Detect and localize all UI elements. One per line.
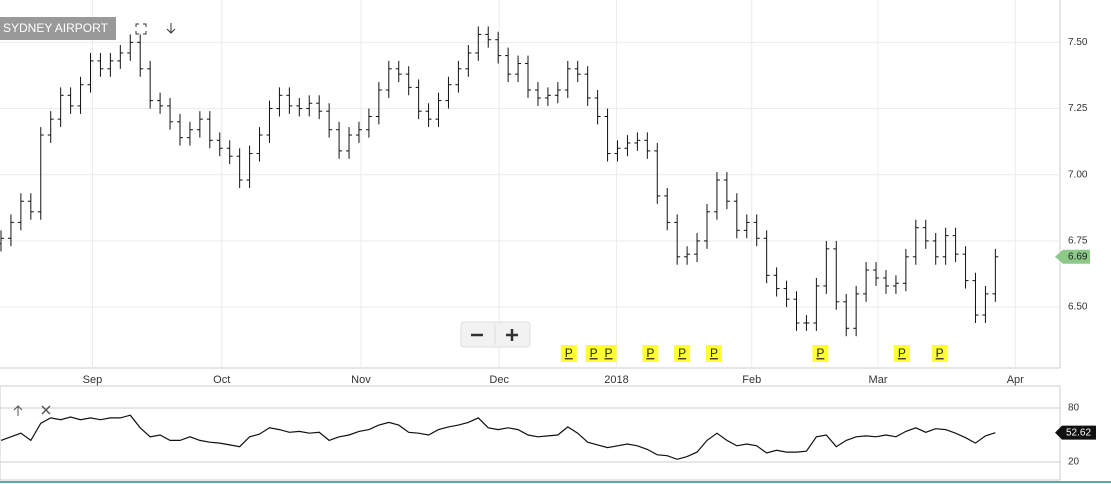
event-marker[interactable] [560,345,577,362]
event-label: P [898,346,906,360]
chart-title: SYDNEY AIRPORT [3,21,109,35]
rsi-line [0,414,996,460]
x-tick-label: Mar [869,374,888,386]
x-tick-label: Nov [351,374,371,386]
last-price-label: 6.69 [1068,251,1088,262]
y-tick-label: 80 [1068,403,1080,414]
x-tick-label: Dec [489,374,509,386]
y-tick-label: 7.00 [1068,169,1088,180]
close-icon[interactable] [41,405,51,415]
y-tick-label: 20 [1068,457,1080,468]
y-tick-label: 6.50 [1068,302,1088,313]
event-label: P [565,346,573,360]
event-marker[interactable] [812,345,829,362]
zoom-in[interactable] [506,329,518,341]
plot-layer: Sep Oct Nov Dec 2018 Feb Mar Apr 6.50 6.75 7.00 7.2… [0,0,1096,468]
move-up-icon[interactable] [13,405,23,416]
event-marker[interactable] [705,345,722,362]
title-box [0,17,116,40]
x-tick-label: Apr [1007,374,1024,386]
zoom-controls [460,321,531,348]
y-tick-label: 7.25 [1068,103,1088,114]
last-price-badge [1055,249,1090,264]
y-tick-label: 7.50 [1068,37,1088,48]
fullscreen-icon[interactable] [135,23,147,35]
x-tick-label: Feb [742,374,761,386]
y-tick-label: 6.75 [1068,236,1088,247]
last-rsi-label: 52.62 [1066,427,1091,438]
event-label: P [936,346,944,360]
event-marker[interactable] [642,345,659,362]
x-tick-label: Oct [213,374,230,386]
event-marker[interactable] [674,345,691,362]
x-tick-label: Sep [83,374,103,386]
event-label: P [678,346,686,360]
last-rsi-badge [1055,425,1096,440]
event-label: P [710,346,718,360]
event-marker[interactable] [600,345,617,362]
event-label: P [646,346,654,360]
event-marker[interactable] [931,345,948,362]
event-marker[interactable] [585,345,602,362]
x-tick-label: 2018 [604,374,628,386]
event-label: P [590,346,598,360]
event-label: P [605,346,613,360]
event-marker[interactable] [893,345,910,362]
event-label: P [816,346,824,360]
download-icon[interactable] [166,23,176,34]
